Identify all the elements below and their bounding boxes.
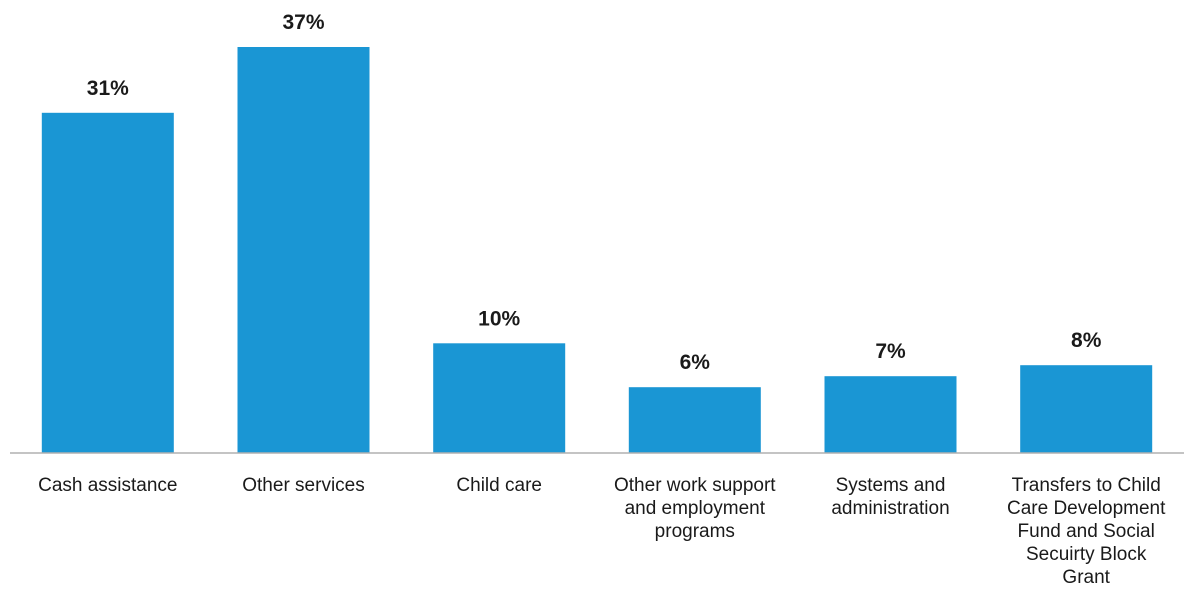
category-label-3: Other work support and employment programs	[614, 475, 776, 542]
data-label-1: 37%	[282, 11, 324, 34]
data-label-0: 31%	[87, 77, 129, 100]
bars-layer	[41, 47, 1153, 454]
bar-3	[628, 387, 761, 453]
category-label-line: Secuirty Block	[1026, 544, 1147, 565]
category-label-line: Other work support	[614, 475, 776, 496]
category-label-0: Cash assistance	[38, 475, 177, 496]
category-label-line: Transfers to Child	[1012, 475, 1161, 496]
category-label-1: Other services	[242, 475, 364, 496]
data-label-3: 6%	[680, 351, 711, 374]
data-labels-layer: 31% 37% 10% 6% 7% 8%	[87, 11, 1102, 374]
category-label-line: Other services	[242, 475, 364, 496]
data-label-4: 7%	[875, 340, 906, 363]
data-label-5: 8%	[1071, 329, 1102, 352]
bar-2	[433, 343, 566, 453]
bar-0	[41, 112, 174, 454]
bar-4	[824, 376, 957, 453]
category-label-line: administration	[831, 498, 949, 519]
category-labels-layer: Cash assistance Other services Child care O…	[38, 475, 1166, 588]
category-label-4: Systems and administration	[831, 475, 949, 519]
category-label-line: Grant	[1062, 567, 1110, 588]
category-label-line: Child care	[456, 475, 542, 496]
category-label-line: and employment	[625, 498, 766, 519]
category-label-line: Care Development	[1007, 498, 1166, 519]
data-label-2: 10%	[478, 307, 520, 330]
category-label-line: Cash assistance	[38, 475, 177, 496]
bar-5	[1020, 365, 1153, 453]
category-label-line: programs	[655, 521, 735, 542]
category-label-line: Fund and Social	[1018, 521, 1155, 542]
bar-1	[237, 47, 370, 453]
category-label-5: Transfers to Child Care Development Fund a…	[1007, 475, 1166, 588]
category-label-line: Systems and	[836, 475, 946, 496]
category-label-2: Child care	[456, 475, 542, 496]
